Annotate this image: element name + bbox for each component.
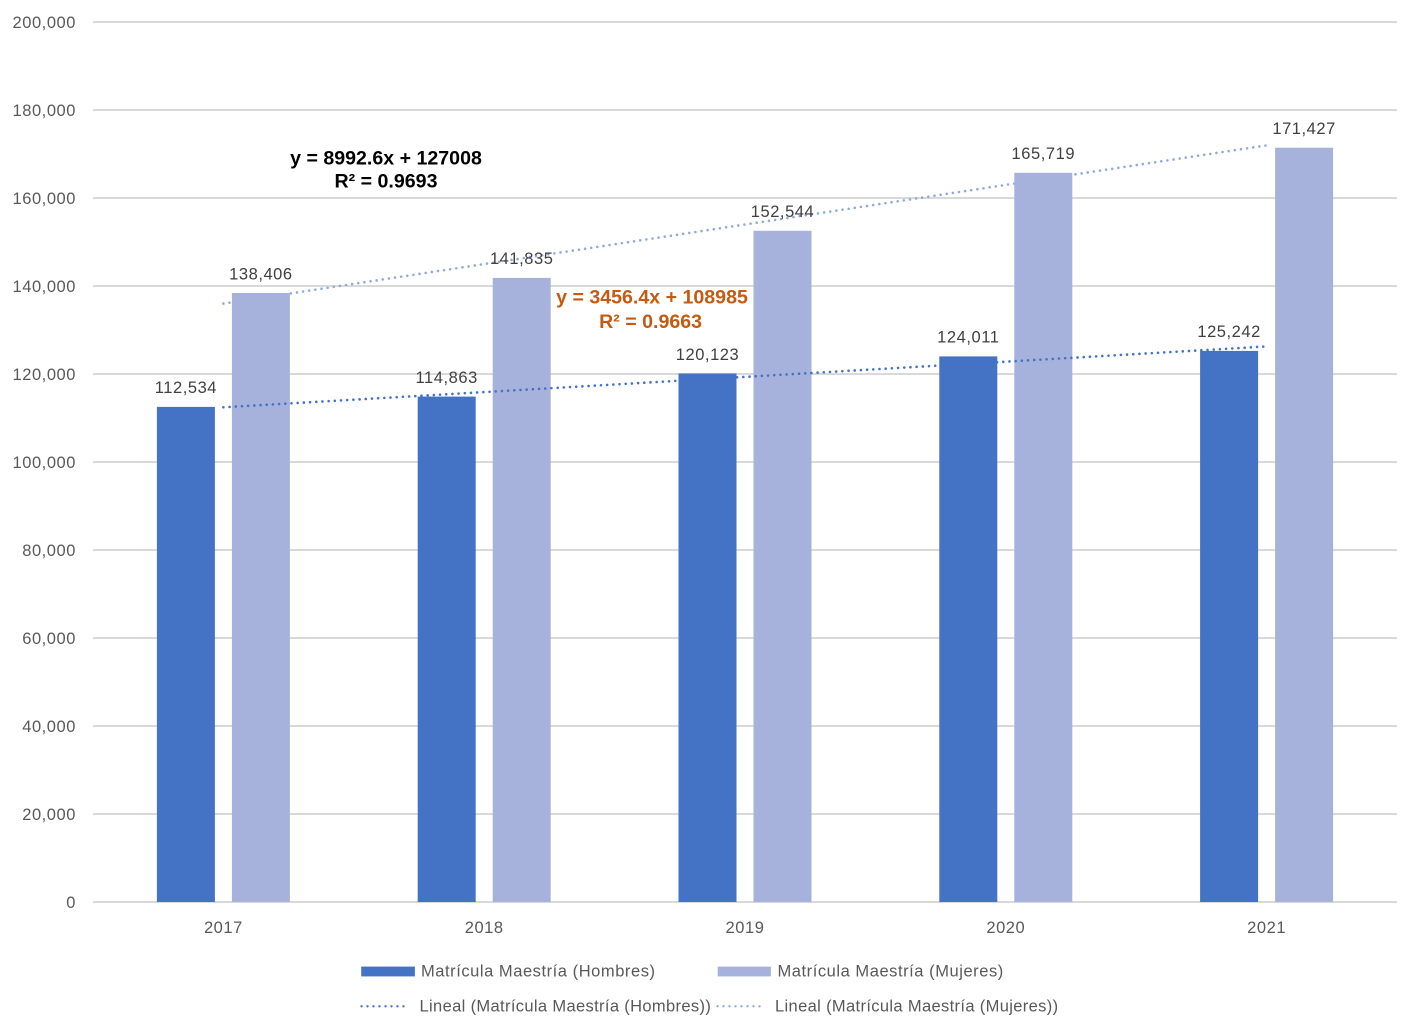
svg-text:2020: 2020 xyxy=(986,919,1025,937)
svg-text:124,011: 124,011 xyxy=(937,329,999,347)
svg-text:40,000: 40,000 xyxy=(22,718,76,736)
svg-text:140,000: 140,000 xyxy=(13,278,77,296)
svg-text:2019: 2019 xyxy=(726,919,765,937)
svg-text:Lineal (Matrícula Maestría (Ho: Lineal (Matrícula Maestría (Hombres)) xyxy=(420,998,712,1016)
svg-text:0: 0 xyxy=(66,894,76,912)
svg-text:152,544: 152,544 xyxy=(751,203,815,221)
svg-text:125,242: 125,242 xyxy=(1197,323,1261,341)
svg-text:2018: 2018 xyxy=(465,919,504,937)
svg-text:Matrícula Maestría (Hombres): Matrícula Maestría (Hombres) xyxy=(421,963,656,981)
svg-text:y = 8992.6x + 127008: y = 8992.6x + 127008 xyxy=(290,148,482,170)
svg-text:112,534: 112,534 xyxy=(155,379,217,397)
svg-text:60,000: 60,000 xyxy=(22,630,76,648)
svg-text:20,000: 20,000 xyxy=(22,806,76,824)
svg-text:120,123: 120,123 xyxy=(676,346,740,364)
svg-text:Lineal (Matrícula Maestría (Mu: Lineal (Matrícula Maestría (Mujeres)) xyxy=(775,998,1058,1016)
svg-text:2021: 2021 xyxy=(1247,919,1286,937)
svg-text:y = 3456.4x + 108985: y = 3456.4x + 108985 xyxy=(556,286,748,308)
svg-text:Matrícula Maestría (Mujeres): Matrícula Maestría (Mujeres) xyxy=(778,963,1004,981)
svg-text:200,000: 200,000 xyxy=(13,14,77,32)
svg-text:80,000: 80,000 xyxy=(22,542,76,560)
svg-text:R² = 0.9693: R² = 0.9693 xyxy=(335,171,438,193)
svg-text:138,406: 138,406 xyxy=(229,265,293,283)
svg-text:165,719: 165,719 xyxy=(1012,145,1076,163)
svg-text:141,835: 141,835 xyxy=(490,250,554,268)
svg-text:R² = 0.9663: R² = 0.9663 xyxy=(599,311,702,333)
svg-text:120,000: 120,000 xyxy=(13,366,77,384)
svg-text:160,000: 160,000 xyxy=(13,190,77,208)
svg-text:114,863: 114,863 xyxy=(416,369,478,387)
svg-text:171,427: 171,427 xyxy=(1272,120,1336,138)
svg-text:180,000: 180,000 xyxy=(13,102,77,120)
svg-text:2017: 2017 xyxy=(204,919,243,937)
svg-text:100,000: 100,000 xyxy=(13,454,77,472)
